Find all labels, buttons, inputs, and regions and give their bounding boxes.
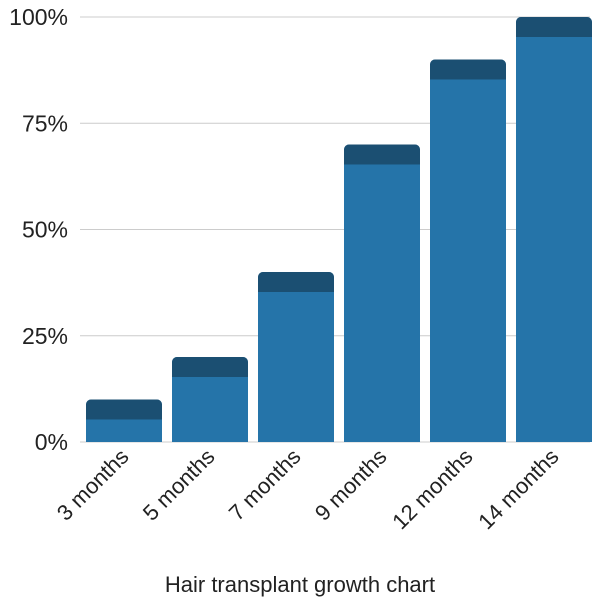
bar — [86, 399, 162, 442]
bar-cap-base — [430, 74, 506, 80]
bar — [430, 59, 506, 442]
bar-cap-base — [516, 32, 592, 37]
bar-base — [430, 437, 506, 442]
bar — [516, 17, 592, 442]
bars — [86, 17, 592, 442]
bar-body — [258, 272, 334, 442]
bar-body — [172, 357, 248, 442]
x-tick-label: 14 months — [473, 444, 563, 534]
x-axis-title: Hair transplant growth chart — [165, 572, 435, 597]
y-tick-label: 50% — [22, 217, 68, 243]
y-tick-label: 0% — [35, 429, 68, 455]
bar-cap-base — [86, 414, 162, 420]
bar-base — [86, 437, 162, 442]
bar-cap-base — [172, 372, 248, 377]
y-axis-ticks: 0% 25% 50% 75% 100% — [9, 4, 68, 455]
bar-base — [516, 437, 592, 442]
bar — [344, 144, 420, 442]
bar — [258, 272, 334, 442]
bar-body — [516, 17, 592, 442]
x-tick-label: 5 months — [138, 444, 220, 526]
bar-cap-base — [344, 159, 420, 165]
bar-base — [344, 437, 420, 442]
bar-body — [430, 59, 506, 442]
bar-cap-base — [258, 287, 334, 292]
bar-base — [258, 437, 334, 442]
gridlines — [80, 16, 590, 443]
y-tick-label: 25% — [22, 323, 68, 349]
y-tick-label: 75% — [22, 110, 68, 136]
bar-base — [172, 437, 248, 442]
bar-body — [344, 144, 420, 442]
x-tick-label: 7 months — [224, 444, 306, 526]
x-tick-label: 12 months — [387, 444, 477, 534]
bar — [172, 357, 248, 442]
y-tick-label: 100% — [9, 4, 68, 30]
x-tick-label: 3 months — [52, 444, 134, 526]
x-tick-label: 9 months — [310, 444, 392, 526]
